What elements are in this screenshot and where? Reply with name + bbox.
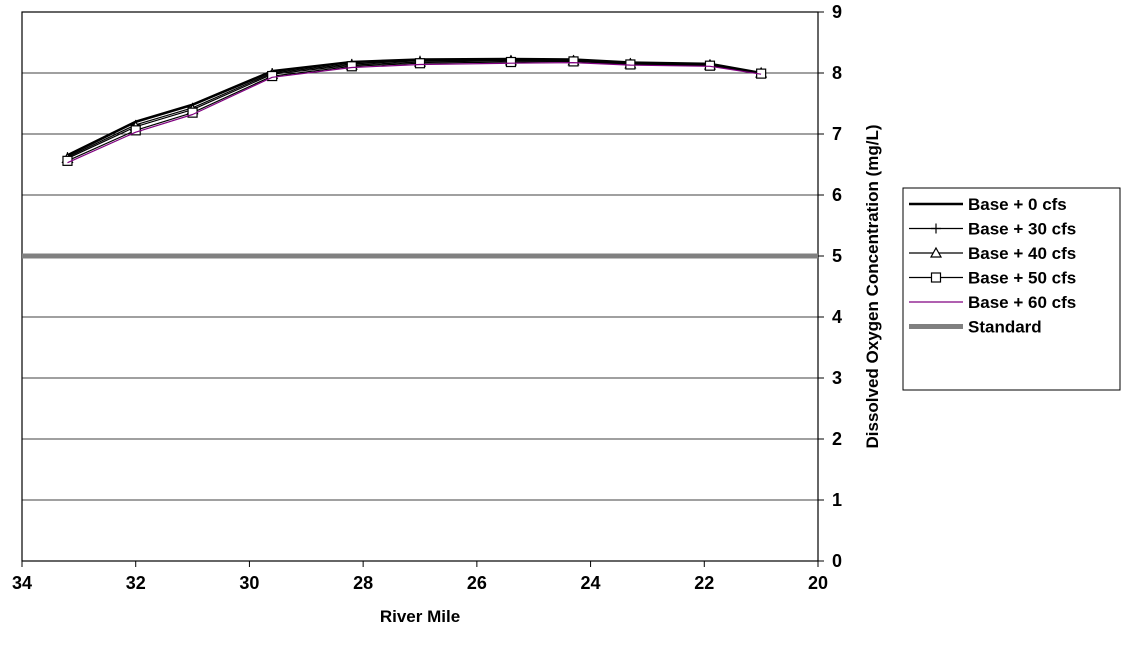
legend-box — [902, 187, 1121, 391]
y-tick-label: 9 — [832, 2, 842, 22]
y-tick-label: 1 — [832, 490, 842, 510]
y-tick-label: 4 — [832, 307, 842, 327]
x-axis-title: River Mile — [380, 607, 460, 626]
x-tick-label: 22 — [694, 573, 714, 593]
series-line — [66, 57, 762, 157]
legend-label: Base + 50 cfs — [968, 269, 1076, 288]
x-tick-label: 30 — [239, 573, 259, 593]
marker-square — [568, 56, 579, 67]
series-base-60-cfs — [67, 61, 762, 164]
marker-square — [930, 272, 942, 283]
y-tick-label: 7 — [832, 124, 842, 144]
legend-label: Base + 0 cfs — [968, 195, 1067, 214]
legend-item: Base + 0 cfs — [909, 195, 1067, 214]
legend-item: Base + 50 cfs — [909, 269, 1076, 288]
x-tick-label: 26 — [467, 573, 487, 593]
y-tick-label: 8 — [832, 63, 842, 83]
legend-label: Base + 30 cfs — [968, 220, 1076, 239]
y-axis-title: Dissolved Oxygen Concentration (mg/L) — [863, 125, 882, 449]
x-tick-label: 34 — [12, 573, 32, 593]
gridlines — [22, 72, 818, 501]
legend: Base + 0 cfs Base + 30 cfs Base + 40 cfs Ba… — [902, 187, 1121, 391]
legend-label: Base + 40 cfs — [968, 244, 1076, 263]
y-tick-label: 5 — [832, 246, 842, 266]
series-base-30-cfs — [62, 55, 767, 163]
legend-item: Standard — [909, 318, 1042, 337]
legend-item: Base + 30 cfs — [909, 220, 1076, 239]
y-tick-label: 2 — [832, 429, 842, 449]
marker-square — [267, 70, 278, 82]
series-line — [67, 59, 762, 158]
x-tick-label: 28 — [353, 573, 373, 593]
x-tick-label: 20 — [808, 573, 828, 593]
legend-item: Base + 60 cfs — [909, 293, 1076, 312]
marker-square — [505, 56, 517, 68]
y-tick-label: 3 — [832, 368, 842, 388]
x-tick-label: 24 — [581, 573, 601, 593]
legend-item: Base + 40 cfs — [909, 244, 1076, 263]
y-tick-label: 6 — [832, 185, 842, 205]
series-layer — [22, 54, 818, 259]
plot-area-frame — [21, 11, 819, 562]
x-axis: 34 32 30 28 26 24 22 20 — [12, 561, 828, 593]
marker-triangle — [929, 246, 943, 258]
y-tick-label: 0 — [832, 551, 842, 571]
legend-label: Base + 60 cfs — [968, 293, 1076, 312]
series-base-0-cfs — [66, 57, 762, 157]
marker-square — [346, 61, 357, 72]
series-line — [67, 60, 762, 159]
x-tick-label: 32 — [126, 573, 146, 593]
series-line — [67, 61, 762, 164]
y-axis: 0 1 2 3 4 5 6 7 8 9 — [818, 2, 842, 571]
series-base-40-cfs — [61, 54, 768, 163]
marker-plus — [931, 223, 941, 234]
legend-label: Standard — [968, 318, 1042, 337]
marker-square — [414, 58, 426, 69]
